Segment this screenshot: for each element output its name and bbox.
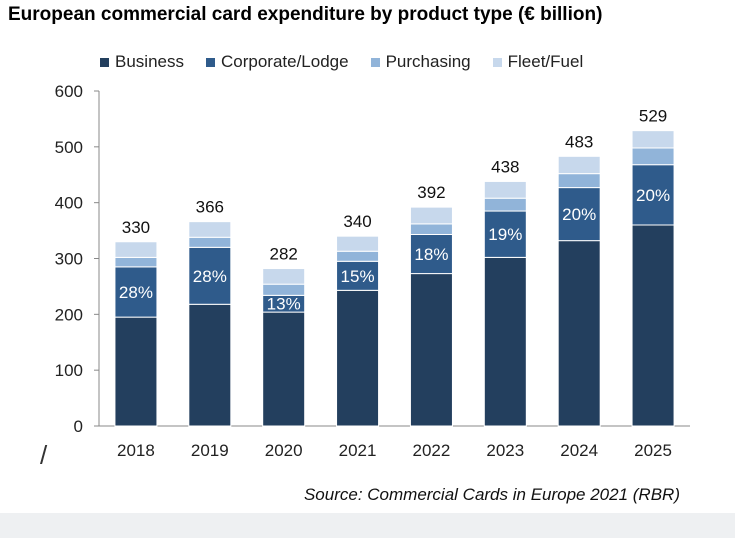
legend: Business Corporate/Lodge Purchasing Flee… [100,52,583,72]
corporate-share-label: 18% [414,245,448,264]
corporate-share-label: 19% [488,225,522,244]
y-tick-label: 0 [74,417,83,436]
bar-segment-fleet-fuel [262,268,306,285]
bar-segment-corporate-lodge [188,246,232,305]
x-tick-label: 2020 [265,441,303,460]
x-tick-label: 2018 [117,441,155,460]
y-tick-label: 200 [55,305,83,324]
bar-segment-fleet-fuel [188,221,232,238]
chart-title: European commercial card expenditure by … [8,4,603,25]
bar-segment-purchasing [409,223,453,235]
legend-label-business: Business [115,52,184,71]
x-tick-label: 2024 [560,441,598,460]
bar-segment-corporate-lodge [483,210,527,258]
corporate-share-label: 28% [119,283,153,302]
bar-segment-purchasing [114,256,158,268]
bar-segment-corporate-lodge [631,164,675,226]
legend-item-fleet: Fleet/Fuel [492,52,584,72]
bar-segment-fleet-fuel [409,206,453,225]
bar-segment-business [631,224,675,427]
bar-segment-purchasing [262,283,306,296]
bar-segment-business [114,316,158,427]
chart-plot-area: 0 100 200 300 400 500 600 28% 330 2018 28% 366 2019 1… [55,82,690,460]
bar-segment-business [188,303,232,427]
y-tick-label: 500 [55,138,83,157]
legend-label-corporate: Corporate/Lodge [220,52,349,71]
x-tick-label: 2023 [486,441,524,460]
legend-item-business: Business [100,52,184,72]
bar-segment-corporate-lodge [336,260,380,291]
bar-segment-purchasing [336,250,380,262]
bar-segment-corporate-lodge [114,266,158,318]
bar-segment-fleet-fuel [114,241,158,258]
bar-segment-purchasing [631,147,675,166]
bar-segment-business [409,273,453,427]
bar-segment-business [262,311,306,427]
total-label: 392 [417,183,445,202]
legend-label-fleet: Fleet/Fuel [507,52,584,71]
corporate-share-label: 28% [193,267,227,286]
source-note: Source: Commercial Cards in Europe 2021 … [303,485,680,504]
legend-swatch-fleet [492,57,502,67]
y-tick-label: 300 [55,250,83,269]
bar-segment-purchasing [557,173,601,189]
total-label: 529 [639,107,667,126]
legend-item-purchasing: Purchasing [370,52,471,72]
corporate-share-label: 15% [341,267,375,286]
y-tick-label: 100 [55,361,83,380]
legend-swatch-purchasing [370,57,380,67]
total-label: 366 [196,198,224,217]
total-label: 282 [270,245,298,264]
bar-segment-business [557,240,601,427]
legend-swatch-business [100,57,109,67]
x-tick-label: 2025 [634,441,672,460]
corporate-share-label: 20% [636,186,670,205]
total-label: 483 [565,132,593,151]
x-tick-label: 2021 [339,441,377,460]
bar-segment-purchasing [188,236,232,248]
y-tick-label: 600 [55,82,83,101]
corporate-share-label: 13% [267,295,301,314]
bar-segment-fleet-fuel [631,130,675,149]
total-label: 340 [343,212,371,231]
bar-segment-business [483,256,527,427]
bar-segment-business [336,289,380,427]
bottom-band [0,513,735,538]
bar-segment-corporate-lodge [409,233,453,275]
legend-swatch-corporate [205,57,215,67]
total-label: 438 [491,157,519,176]
bar-segment-fleet-fuel [336,235,380,252]
x-tick-label: 2019 [191,441,229,460]
bar-segment-purchasing [483,197,527,212]
bar-segment-fleet-fuel [557,155,601,175]
bar-segment-fleet-fuel [483,180,527,199]
legend-item-corporate: Corporate/Lodge [205,52,349,72]
stray-slash-mark: / [40,440,48,470]
x-tick-label: 2022 [413,441,451,460]
bar-segment-corporate-lodge [557,187,601,242]
corporate-share-label: 20% [562,205,596,224]
y-tick-label: 400 [55,194,83,213]
total-label: 330 [122,218,150,237]
legend-label-purchasing: Purchasing [385,52,471,71]
